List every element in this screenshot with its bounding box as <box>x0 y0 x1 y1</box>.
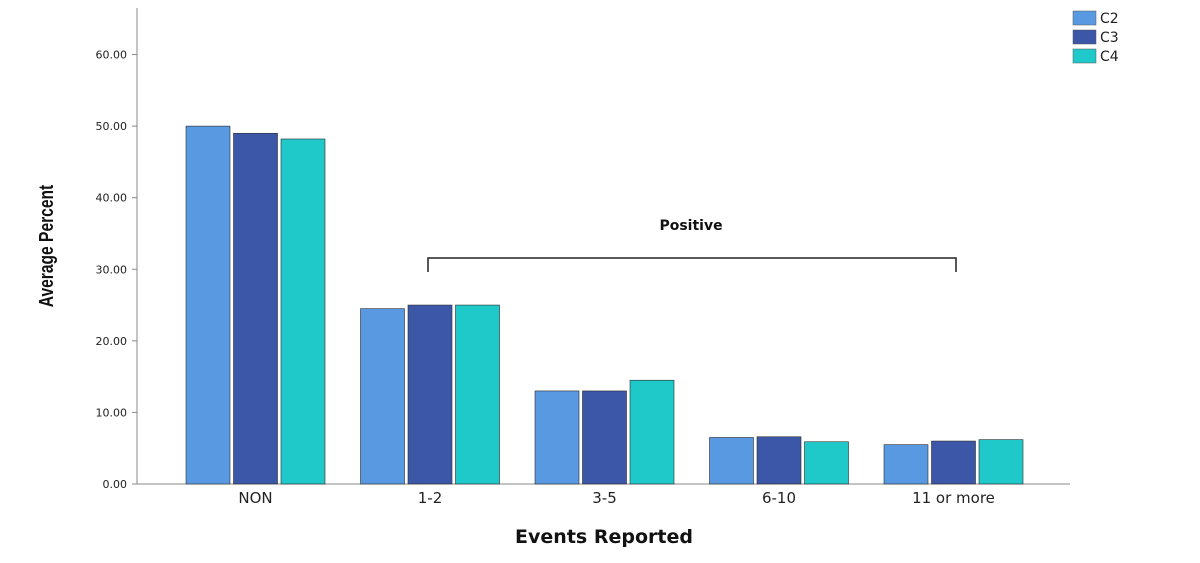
bar-c3-1 <box>407 304 453 485</box>
bar-c4-0 <box>280 138 326 485</box>
x-tick-label: NON <box>238 489 272 507</box>
bar-c2-4 <box>883 444 929 485</box>
y-tick-label: 60.00 <box>96 49 128 62</box>
bracket-label: Positive <box>659 218 722 234</box>
y-tick-label: 40.00 <box>96 192 128 205</box>
y-tick-label: 10.00 <box>96 406 128 419</box>
legend: C2 C3 C4 <box>1072 10 1119 65</box>
bar-c4-2 <box>629 379 675 485</box>
bar-c2-1 <box>360 308 405 485</box>
bar-c4-3 <box>804 441 849 485</box>
x-tick-label: 3-5 <box>592 489 617 507</box>
legend-label-c3: C3 <box>1100 30 1119 46</box>
bar-c4-4 <box>978 439 1024 485</box>
bar-c2-0 <box>185 125 231 485</box>
bar-c2-2 <box>534 390 580 485</box>
x-axis-label: Events Reported <box>515 526 693 548</box>
bar-c2-3 <box>709 437 754 485</box>
y-tick-label: 30.00 <box>96 263 128 276</box>
y-ticks: 0.00 10.00 20.00 30.00 40.00 50.00 60.00 <box>96 49 137 491</box>
bar-c3-2 <box>582 390 627 485</box>
y-tick-label: 50.00 <box>96 120 128 133</box>
bar-c3-4 <box>931 440 976 485</box>
y-axis-label: Average Percent <box>35 185 57 307</box>
y-tick-label: 0.00 <box>103 478 128 491</box>
bars <box>185 125 1024 485</box>
x-tick-labels: NON 1-2 3-5 6-10 11 or more <box>238 489 995 507</box>
legend-swatch-c3 <box>1072 29 1097 45</box>
x-tick-label: 1-2 <box>418 489 443 507</box>
x-tick-label: 11 or more <box>912 489 995 507</box>
legend-swatch-c2 <box>1072 10 1097 26</box>
legend-label-c4: C4 <box>1100 49 1119 65</box>
legend-swatch-c4 <box>1072 48 1097 64</box>
y-tick-label: 20.00 <box>96 335 128 348</box>
x-tick-label: 6-10 <box>762 489 796 507</box>
bar-c4-1 <box>455 304 500 485</box>
positive-bracket: Positive <box>427 218 957 272</box>
bar-c3-3 <box>756 436 802 485</box>
bar-c3-0 <box>233 132 278 485</box>
legend-label-c2: C2 <box>1100 11 1119 27</box>
bracket-line <box>427 257 957 272</box>
